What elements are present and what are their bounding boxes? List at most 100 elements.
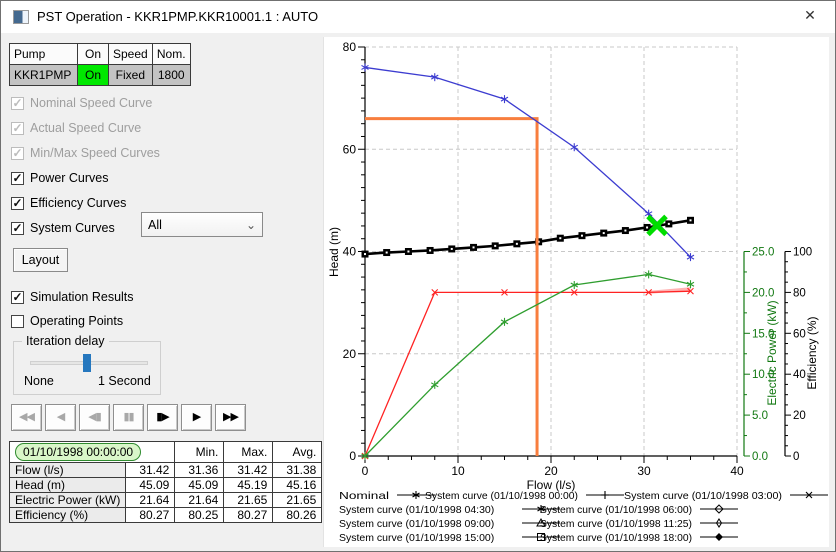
stats-value: 45.09 [125,477,176,493]
marker-x [431,289,439,296]
on-col-header: On [77,43,109,65]
marker-star [644,270,653,279]
step-forward-button[interactable]: ▮▶ [147,404,178,431]
checkbox-label: Power Curves [30,171,109,185]
checkbox-box[interactable]: ✓ [11,289,24,304]
marker-square-dot [448,245,456,253]
marker-square-dot [687,216,694,224]
stats-row-flow-l-s: Flow (l/s) 31.42 31.36 31.42 31.38 [8,462,323,478]
marker-triangle-open [536,517,546,527]
close-icon[interactable]: ✕ [804,7,816,23]
marker-star [686,253,695,262]
marker-star [500,317,509,326]
legend-label-system-curve-01-10-1998-00-00: System curve (01/10/1998 00:00) [425,490,578,502]
legend-label-system-curve-01-10-1998-18-00: System curve (01/10/1998 18:00) [540,532,692,544]
marker-star [430,73,439,82]
flow-tick-label: 0 [362,464,369,478]
stats-value: 45.09 [174,477,225,493]
checkbox-min-max-speed-curves: ✓ Min/Max Speed Curves [11,146,160,160]
stats-value: 45.19 [223,477,274,493]
marker-square-dot [426,246,434,254]
stats-value: 31.38 [272,462,323,478]
stats-label: Electric Power (kW) [8,492,127,508]
rewind-button[interactable]: ◀◀ [11,404,42,431]
min-col-header: Min. [174,441,225,463]
speed-col-header: Speed [108,43,153,65]
head-tick-label: 40 [343,245,357,259]
legend-label-system-curve-01-10-1998-03-00: System curve (01/10/1998 03:00) [624,490,782,502]
checkbox-system-curves[interactable]: ✓ System Curves [11,221,115,235]
checkbox-box: ✓ [11,145,24,160]
checkbox-box[interactable] [11,314,24,328]
previous-button[interactable]: ◀ [45,404,76,431]
iteration-delay-slider-handle[interactable] [83,354,91,372]
chevron-down-icon: ⌄ [245,217,256,232]
marker-square-dot [600,229,608,237]
title-bar: PST Operation - KKR1PMP.KKR10001.1 : AUT… [1,1,835,33]
legend-label-system-curve-01-10-1998-06-00: System curve (01/10/1998 06:00) [540,504,692,516]
operating-crosshair [365,117,539,456]
fast-forward-button[interactable]: ▶▶ [215,404,246,431]
pause-button[interactable]: ▮▮ [113,404,144,431]
marker-star [500,95,509,104]
stats-row-efficiency: Efficiency (%) 80.27 80.25 80.27 80.26 [8,507,323,523]
checkbox-power-curves[interactable]: ✓ Power Curves [11,171,109,185]
marker-diamond-filled [715,533,723,541]
checkbox-simulation-results[interactable]: ✓ Simulation Results [11,290,134,304]
system-curves-select[interactable]: All ⌄ [141,212,263,237]
timestamp-badge: 01/10/1998 00:00:00 [15,443,142,461]
iteration-delay-second-label: 1 Second [98,374,151,388]
flow-tick-label: 30 [637,464,651,478]
flow-axis-title: Flow (l/s) [527,478,576,492]
power-tick-label: 15.0 [752,328,774,340]
marker-square-dot [621,227,629,235]
iteration-delay-none-label: None [24,374,54,388]
nom-col-header: Nom. [151,43,191,65]
step-back-button[interactable]: ◀▮ [79,404,110,431]
checkbox-label: Simulation Results [30,290,134,304]
marker-x [570,289,578,296]
app-icon [13,10,29,24]
checkbox-operating-points[interactable]: Operating Points [11,314,123,328]
stats-value: 80.27 [223,507,274,523]
power-tick-label: 20.0 [752,287,774,299]
checkbox-box[interactable]: ✓ [11,170,24,185]
power-tick-label: 5.0 [752,410,768,422]
checkbox-label: Operating Points [30,314,124,328]
legend-label-system-curve-01-10-1998-15-00: System curve (01/10/1998 15:00) [339,532,494,544]
pump-col-header: Pump [9,43,78,65]
legend-label-system-curve-01-10-1998-11-25: System curve (01/10/1998 11:25) [540,518,692,530]
efficiency-tick-label: 0 [793,451,799,463]
power-tick-label: 0.0 [752,451,768,463]
efficiency-tick-label: 80 [793,287,806,299]
stats-row-electric-power-kw: Electric Power (kW) 21.64 21.64 21.65 21.65 [8,492,323,508]
timestamp-cell: 01/10/1998 00:00:00 [8,441,176,463]
pump-name-cell: KKR1PMP [9,64,78,86]
head-tick-label: 80 [343,40,357,54]
marker-square-dot [578,232,586,240]
marker-square-open [537,533,545,541]
stats-value: 31.36 [174,462,225,478]
play-button[interactable]: ▶ [181,404,212,431]
head-tick-label: 0 [349,449,356,463]
marker-square-dot [665,220,673,228]
pump-table: Pump On Speed Nom. KKR1PMP On Fixed 1800 [9,43,191,86]
stats-value: 21.64 [174,492,225,508]
series-electric-power [364,273,691,457]
avg-col-header: Avg. [272,441,323,463]
marker-square-dot [535,238,543,246]
stats-label: Efficiency (%) [8,507,127,523]
checkbox-label: Efficiency Curves [30,196,127,210]
checkbox-box[interactable]: ✓ [11,195,24,210]
checkbox-label: Nominal Speed Curve [30,96,153,110]
efficiency-tick-label: 40 [793,369,806,381]
marker-star [686,280,695,289]
power-axis-title: Electric Power (kW) [765,300,779,405]
chart-panel: 0 20 40 60 80 0 10 20 30 40 0.0 5.0 10.0 15.0 20.0 25.0… [323,37,829,547]
checkbox-efficiency-curves[interactable]: ✓ Efficiency Curves [11,196,126,210]
checkbox-box[interactable]: ✓ [11,220,24,235]
marker-star [361,452,369,460]
legend-label-nominal: Nominal [339,490,389,502]
layout-button[interactable]: Layout [13,248,68,272]
efficiency-tick-label: 60 [793,328,806,340]
